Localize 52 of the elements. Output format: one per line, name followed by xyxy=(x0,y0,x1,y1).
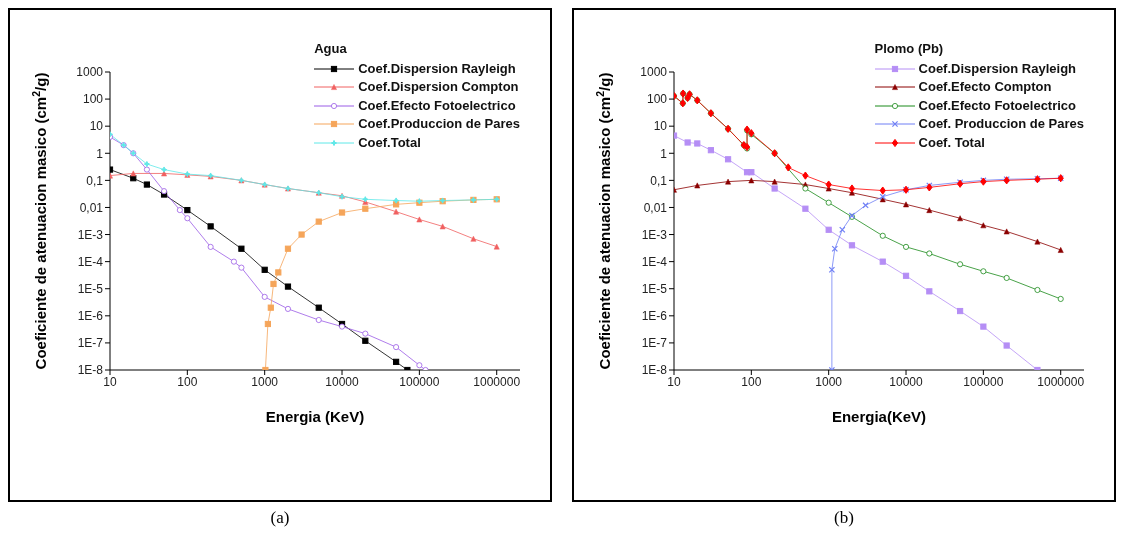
legend-label: Coef.Dispersion Rayleigh xyxy=(918,59,1077,78)
y-tick-label: 0,01 xyxy=(79,200,104,215)
y-tick-label: 1E-3 xyxy=(77,227,104,242)
y-tick-label: 1000 xyxy=(76,65,104,80)
legend-label: Coef.Total xyxy=(358,133,421,152)
y-tick-label: 1E-3 xyxy=(641,227,668,242)
legend-label: Coef. Total xyxy=(918,133,985,152)
legend-title: Plomo (Pb) xyxy=(874,40,945,58)
legend-label: Coef.Dispersion Rayleigh xyxy=(358,59,516,78)
y-tick-label: 10 xyxy=(653,119,668,134)
y-tick-label: 1E-8 xyxy=(641,363,668,378)
legend-title: Agua xyxy=(314,40,348,58)
y-tick-label: 0,1 xyxy=(86,173,104,188)
y-tick-label: 100 xyxy=(82,92,104,107)
x-tick-label: 100000 xyxy=(399,374,440,389)
y-tick-label: 1E-4 xyxy=(77,254,104,269)
x-tick-label: 10000 xyxy=(325,374,360,389)
x-tick-label: 100 xyxy=(177,374,198,389)
x-tick-label: 100000 xyxy=(963,374,1004,389)
y-tick-label: 0,01 xyxy=(643,200,668,215)
y-tick-label: 1E-5 xyxy=(77,281,104,296)
y-tick-label: 1E-4 xyxy=(641,254,668,269)
x-tick-label: 1000 xyxy=(251,374,279,389)
y-tick-label: 10 xyxy=(89,119,104,134)
legend-label: Coef.Efecto Compton xyxy=(918,78,1052,96)
y-tick-label: 1 xyxy=(96,146,104,161)
text: (b) xyxy=(834,508,854,528)
legend-label: Coef.Produccion de Pares xyxy=(358,115,520,133)
legend-label: Coef.Efecto Fotoelectrico xyxy=(918,96,1077,115)
y-tick-label: 1E-7 xyxy=(641,336,668,351)
x-tick-label: 1000 xyxy=(815,374,843,389)
y-tick-label: 100 xyxy=(646,92,668,107)
x-tick-label: 100 xyxy=(741,374,762,389)
x-tick-label: 10 xyxy=(103,374,117,389)
x-tick-label: 1000000 xyxy=(1037,374,1085,389)
text: (a) xyxy=(270,508,290,528)
legend-label: Coef.Dispersion Compton xyxy=(358,78,519,96)
y-tick-label: 1 xyxy=(660,146,668,161)
x-tick-label: 1000000 xyxy=(473,374,521,389)
x-tick-label: 10 xyxy=(667,374,681,389)
legend-label: Coef. Produccion de Pares xyxy=(918,115,1084,133)
y-tick-label: 1E-5 xyxy=(641,281,668,296)
x-axis-title: Energia(KeV) xyxy=(831,408,927,425)
x-tick-label: 10000 xyxy=(889,374,924,389)
y-tick-label: 1E-6 xyxy=(641,309,668,324)
x-axis-title: Energia (KeV) xyxy=(265,408,365,425)
y-tick-label: 1000 xyxy=(640,65,668,80)
y-tick-label: 0,1 xyxy=(650,173,668,188)
y-tick-label: 1E-6 xyxy=(77,309,104,324)
y-tick-label: 1E-7 xyxy=(77,336,104,351)
legend-label: Coef.Efecto Fotoelectrico xyxy=(358,96,516,115)
y-tick-label: 1E-8 xyxy=(77,363,104,378)
